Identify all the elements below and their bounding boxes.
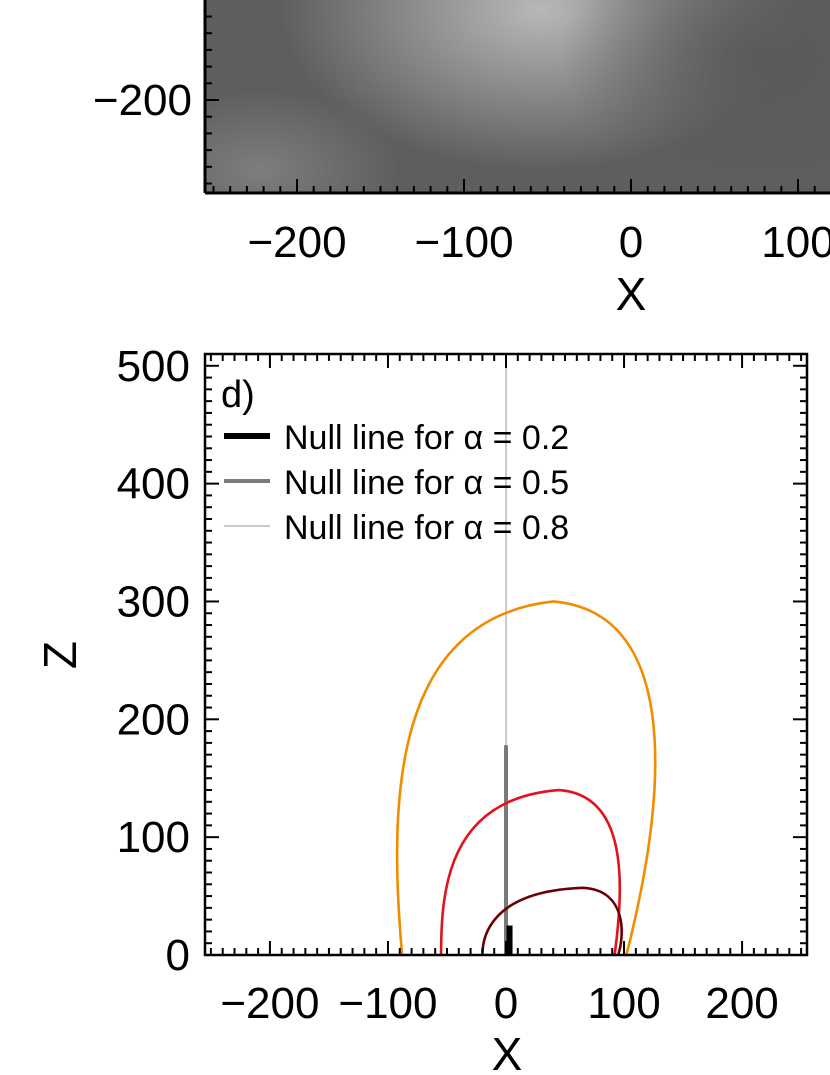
loop-curve-3: [481, 886, 623, 955]
x-tick-label: −200: [220, 979, 319, 1028]
heatmap-dark-region: [560, 0, 830, 193]
legend-label: Null line for α = 0.2: [284, 419, 569, 457]
y-tick-label: 100: [117, 813, 190, 862]
panel-label: d): [221, 374, 255, 416]
y-tick-label: 400: [117, 460, 190, 509]
top-panel: −200 −100 0 100 −200 X: [93, 0, 830, 320]
y-tick-label: 500: [117, 342, 190, 391]
plot-marks: [395, 365, 657, 955]
y-tick-label: 0: [166, 931, 190, 980]
x-tick-label: −100: [338, 979, 437, 1028]
y-tick-label: 300: [117, 577, 190, 626]
x-tick-label: 0: [494, 979, 518, 1028]
heatmap-field: [205, 0, 830, 193]
loop-curve-1: [395, 600, 657, 955]
top-x-tick-label: 0: [619, 218, 643, 267]
x-tick-label: 100: [587, 979, 660, 1028]
top-y-tick-label: −200: [93, 76, 192, 125]
x-axis-label: X: [492, 1028, 523, 1075]
loop-curve-2: [439, 788, 622, 955]
y-tick-label: 200: [117, 695, 190, 744]
y-axis-label: Z: [34, 641, 86, 669]
legend: Null line for α = 0.2 Null line for α = 0…: [224, 419, 569, 547]
bottom-panel: −200 −100 0 100 200 0 100 200 300 400 500 d) Null …: [34, 342, 809, 1075]
x-tick-label: 200: [705, 979, 778, 1028]
bottom-axes: −200 −100 0 100 200 0 100 200 300 400 500: [117, 342, 809, 1028]
top-x-tick-label: 100: [761, 218, 830, 267]
legend-label: Null line for α = 0.5: [284, 464, 569, 502]
heatmap-soft-region: [205, 90, 400, 193]
top-x-tick-label: −200: [247, 218, 346, 267]
top-axes: −200 −100 0 100 −200: [93, 0, 830, 267]
top-x-axis-label: X: [616, 268, 647, 320]
legend-label: Null line for α = 0.8: [284, 509, 569, 547]
top-x-tick-label: −100: [414, 218, 513, 267]
